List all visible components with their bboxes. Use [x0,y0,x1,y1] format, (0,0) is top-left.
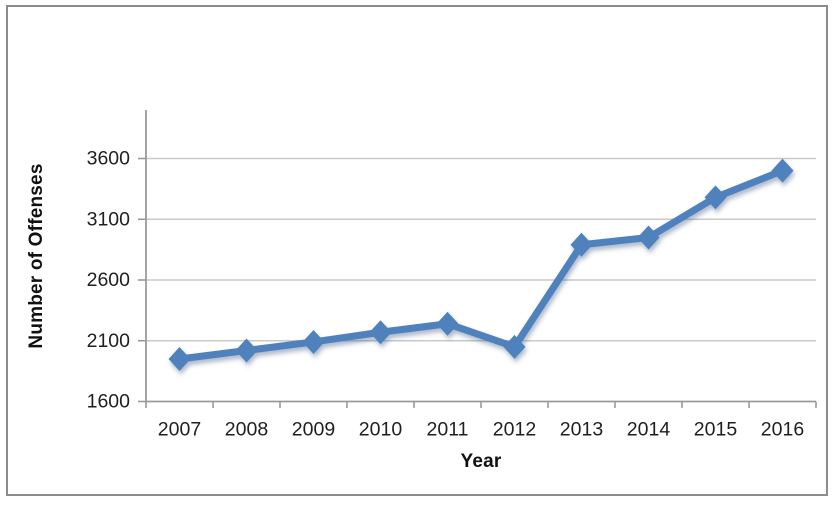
x-tick-label-2007: 2007 [158,419,201,441]
series-number-of-offenses [168,158,794,371]
x-tick-label-2012: 2012 [493,419,536,441]
data-point-2008 [235,338,258,363]
data-point-2015 [704,185,727,210]
data-point-2009 [302,329,325,354]
series-line [176,167,786,363]
data-point-2013 [570,232,593,257]
y-tick-label-1600: 1600 [87,391,131,413]
chart-frame: 1600 2100 2600 3100 3600 2007 2008 2009 2010 2011… [6,5,828,496]
x-tick-label-2014: 2014 [627,419,671,441]
data-point-2014 [637,225,660,250]
data-point-2007 [168,346,191,371]
x-tick-label-2011: 2011 [427,419,469,441]
x-axis-title: Year [460,451,502,472]
x-tick-label-2009: 2009 [292,419,335,441]
x-tick-label-2015: 2015 [694,419,738,441]
y-tick-label-3100: 3100 [87,208,131,230]
y-tick-label-2100: 2100 [87,330,131,352]
y-tick-label-2600: 2600 [87,269,131,291]
data-point-2012 [503,334,526,359]
offenses-line-chart: 1600 2100 2600 3100 3600 2007 2008 2009 2010 2011… [87,110,817,441]
y-axis-title: Number of Offenses [26,163,47,349]
data-point-2011 [436,311,459,336]
y-tick-label-3600: 3600 [87,148,131,170]
x-tick-label-2008: 2008 [225,419,268,441]
data-point-2010 [369,320,392,345]
data-point-2016 [771,158,794,183]
x-tick-label-2010: 2010 [359,419,403,441]
x-tick-label-2013: 2013 [560,419,603,441]
x-tick-label-2016: 2016 [761,419,804,441]
